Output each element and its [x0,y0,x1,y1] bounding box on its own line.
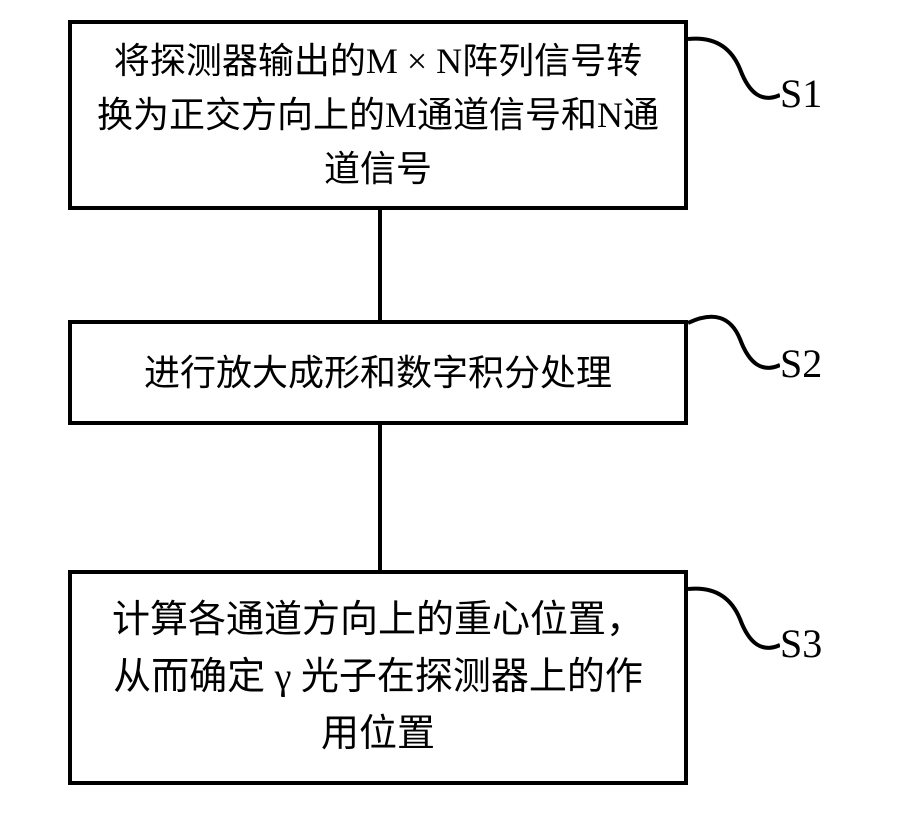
flowchart-node-s3: 计算各通道方向上的重心位置，从而确定 γ 光子在探测器上的作用位置 [68,570,688,785]
flowchart-node-s2: 进行放大成形和数字积分处理 [68,320,688,425]
flowchart-node-s1: 将探测器输出的M × N阵列信号转换为正交方向上的M通道信号和N通道信号 [68,20,688,210]
flowchart-diagram: 将探测器输出的M × N阵列信号转换为正交方向上的M通道信号和N通道信号 S1 … [0,0,904,839]
node-label-s3: S3 [780,620,822,667]
leader-curve-s1 [688,35,780,115]
edge-s2-s3 [378,425,382,570]
leader-curve-s3 [688,585,780,665]
node-text: 进行放大成形和数字积分处理 [144,346,612,400]
node-text: 计算各通道方向上的重心位置，从而确定 γ 光子在探测器上的作用位置 [96,592,660,763]
edge-s1-s2 [378,210,382,320]
leader-curve-s2 [688,305,780,385]
node-text: 将探测器输出的M × N阵列信号转换为正交方向上的M通道信号和N通道信号 [96,34,660,196]
node-label-s2: S2 [780,340,822,387]
node-label-s1: S1 [780,70,822,117]
